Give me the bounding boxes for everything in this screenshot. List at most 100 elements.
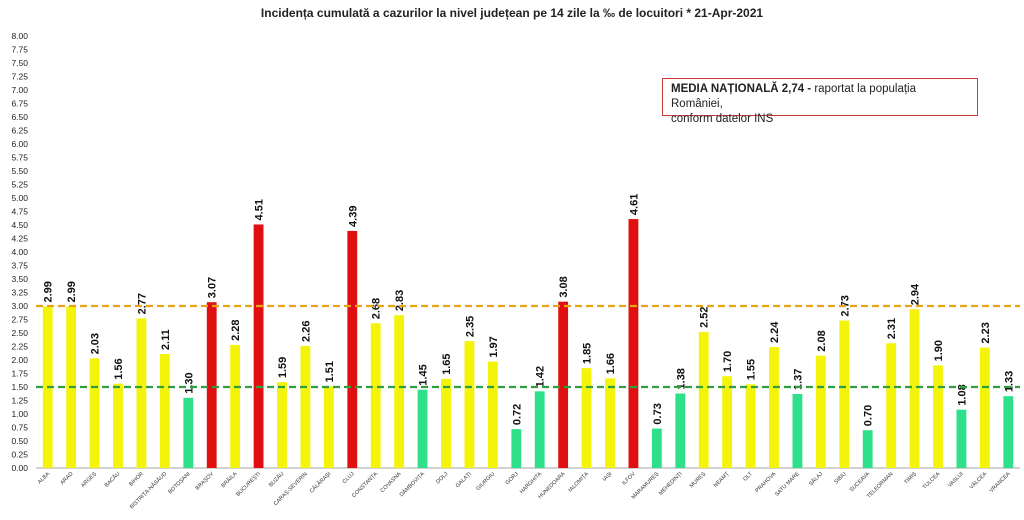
bar-sibiu <box>839 320 850 468</box>
bar-cluj <box>347 230 358 468</box>
category-label: BUZĂU <box>267 470 285 488</box>
bar-dolj <box>441 378 451 468</box>
value-label: 1.55 <box>746 359 758 380</box>
category-label: VRANCEA <box>989 471 1012 494</box>
value-label: 1.38 <box>675 368 687 389</box>
y-tick-label: 0.75 <box>11 423 28 433</box>
value-label: 1.33 <box>1003 371 1015 392</box>
category-label: SIBIU <box>833 471 847 485</box>
bar-bistrița-năsăud <box>159 354 170 468</box>
value-label: 2.03 <box>90 333 102 354</box>
value-label: 1.66 <box>605 353 617 374</box>
bar-hunedoara <box>558 301 569 468</box>
y-tick-label: 5.75 <box>11 153 28 163</box>
category-label: ARAD <box>60 471 75 486</box>
y-tick-label: 5.25 <box>11 180 28 190</box>
y-tick-label: 2.75 <box>11 315 28 325</box>
value-label: 1.70 <box>722 351 734 372</box>
category-label: ILFOV <box>621 471 637 487</box>
value-label: 1.51 <box>324 361 336 382</box>
value-label: 2.31 <box>886 318 898 339</box>
y-tick-label: 5.00 <box>11 193 28 203</box>
value-label: 1.90 <box>933 340 945 361</box>
bar-constanța <box>370 323 381 468</box>
y-tick-label: 6.50 <box>11 112 28 122</box>
value-label: 4.61 <box>628 194 640 215</box>
y-tick-label: 0.50 <box>11 436 28 446</box>
y-tick-label: 3.00 <box>11 301 28 311</box>
bar-olt <box>745 384 756 468</box>
category-label: COVASNA <box>380 471 403 494</box>
bar-maramureș <box>651 428 662 468</box>
category-label: BUCUREȘTI <box>235 471 262 498</box>
value-label: 2.68 <box>371 298 383 319</box>
category-label: IALOMIȚA <box>568 471 591 494</box>
value-label: 1.08 <box>956 384 968 405</box>
category-label: CĂLĂRAȘI <box>308 470 333 495</box>
category-label: DÂMBOVIȚA <box>398 470 426 498</box>
category-label: GALAȚI <box>455 471 473 489</box>
bar-argeș <box>89 358 100 468</box>
category-label: MUREȘ <box>689 471 708 490</box>
national-average-label: MEDIA NAȚIONALĂ 2,74 - <box>671 83 812 95</box>
value-label: 1.30 <box>183 372 195 393</box>
y-tick-label: 4.50 <box>11 220 28 230</box>
bar-teleorman <box>886 343 897 468</box>
chart-title: Incidența cumulată a cazurilor la nivel … <box>260 6 764 20</box>
bar-vrancea <box>1003 396 1014 468</box>
value-label: 4.39 <box>347 206 359 227</box>
category-label: SĂLAJ <box>807 470 824 487</box>
y-tick-label: 1.50 <box>11 382 28 392</box>
y-tick-label: 2.25 <box>11 342 28 352</box>
value-label: 2.99 <box>43 281 55 302</box>
bar-satu-mare <box>792 394 803 468</box>
category-label: HARGHITA <box>519 471 543 495</box>
value-label: 4.51 <box>254 199 266 220</box>
y-tick-label: 4.75 <box>11 207 28 217</box>
category-label: IAȘI <box>602 471 614 483</box>
category-label: GIURGIU <box>475 471 496 492</box>
value-label: 2.23 <box>980 322 992 343</box>
bar-ilfov <box>628 219 639 468</box>
bar-bihor <box>136 318 147 468</box>
value-label: 1.65 <box>441 353 453 374</box>
national-average-source: conform datelor INS <box>671 113 774 125</box>
bar-buzău <box>277 382 287 468</box>
value-label: 2.83 <box>394 290 406 311</box>
y-tick-label: 4.25 <box>11 234 28 244</box>
category-label: CLUJ <box>342 471 356 485</box>
category-label: TIMIȘ <box>903 471 918 486</box>
value-label: 1.97 <box>488 336 500 357</box>
y-tick-label: 1.75 <box>11 369 28 379</box>
bar-călărași <box>323 386 334 468</box>
national-average-text: raportat la populația României, <box>671 83 916 110</box>
category-label: VASLUI <box>947 471 965 489</box>
y-tick-label: 3.75 <box>11 261 28 271</box>
bar-gorj <box>511 429 522 468</box>
category-label: BRAȘOV <box>195 471 216 492</box>
y-tick-label: 2.50 <box>11 328 28 338</box>
y-tick-label: 4.00 <box>11 247 28 257</box>
category-label: GORJ <box>505 471 520 486</box>
value-label: 0.73 <box>652 403 664 424</box>
category-label: OLT <box>742 471 754 483</box>
value-label: 2.28 <box>230 319 242 340</box>
y-tick-label: 5.50 <box>11 166 28 176</box>
y-tick-label: 0.00 <box>11 463 28 473</box>
y-tick-label: 3.25 <box>11 288 28 298</box>
category-label: MEHEDINȚI <box>658 471 684 497</box>
bar-ialomița <box>581 368 592 468</box>
value-label: 1.42 <box>535 366 547 387</box>
category-label: VÂLCEA <box>968 470 989 491</box>
value-label: 2.77 <box>136 293 148 314</box>
category-label: BOTOȘANI <box>167 471 192 496</box>
bar-botoșani <box>183 397 194 468</box>
y-tick-label: 7.75 <box>11 45 28 55</box>
bar-covasna <box>394 315 405 468</box>
bar-brașov <box>206 302 217 468</box>
bar-giurgiu <box>487 361 498 468</box>
bar-iași <box>605 378 615 468</box>
value-label: 3.07 <box>207 277 219 298</box>
value-label: 0.70 <box>863 405 875 426</box>
y-tick-label: 3.50 <box>11 274 28 284</box>
